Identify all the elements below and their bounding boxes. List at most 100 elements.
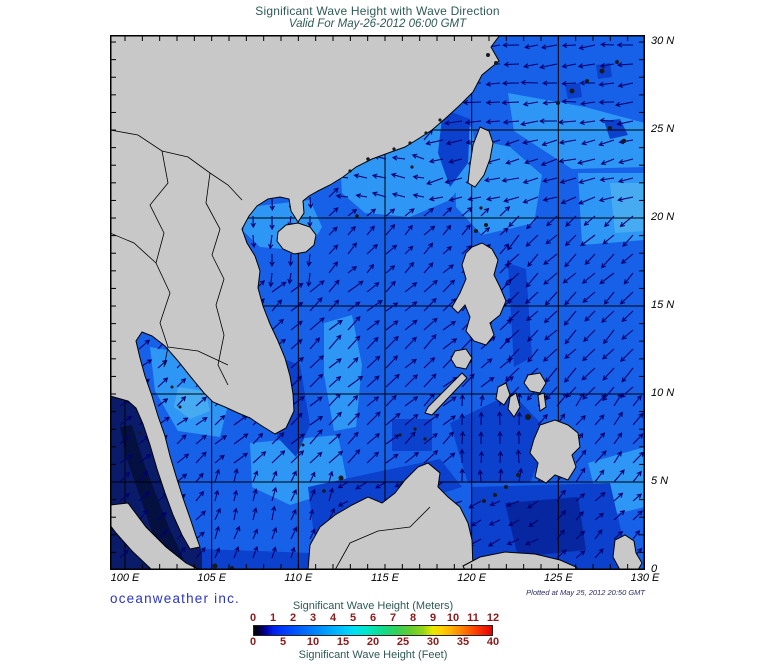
wave-direction-arrow (423, 297, 437, 312)
wave-direction-arrow (371, 191, 387, 198)
wave-direction-arrow (233, 433, 249, 445)
wave-direction-arrow (619, 215, 634, 228)
wave-direction-arrow (543, 272, 558, 285)
wave-direction-arrow (328, 226, 338, 236)
wave-direction-arrow (412, 174, 425, 180)
wave-direction-arrow (271, 281, 287, 293)
wave-direction-arrow (444, 120, 463, 126)
wave-direction-arrow (442, 338, 458, 350)
landmass-negros (507, 392, 521, 418)
wave-direction-arrow (385, 335, 399, 350)
wave-direction-arrow (577, 158, 596, 165)
wave-direction-arrow (448, 196, 463, 202)
wave-direction-arrow (517, 467, 524, 483)
wave-direction-arrow (581, 272, 596, 284)
wave-direction-arrow (478, 411, 484, 426)
wave-direction-arrow (594, 450, 607, 464)
wave-direction-arrow (575, 467, 586, 483)
wave-direction-arrow (528, 519, 539, 528)
feet-tick-5: 5 (279, 636, 287, 648)
wave-direction-arrow (404, 396, 419, 407)
wave-direction-arrow (328, 433, 341, 445)
wave-direction-arrow (565, 215, 577, 227)
wave-direction-arrow (176, 417, 189, 426)
wave-direction-arrow (561, 98, 577, 105)
wave-direction-arrow (503, 61, 520, 68)
wave-direction-arrow (337, 481, 349, 489)
wave-direction-arrow (442, 320, 457, 331)
lon-label-120: 120 E (457, 572, 487, 584)
wave-direction-arrow (290, 375, 303, 388)
wave-direction-arrow (558, 139, 577, 145)
wave-direction-arrow (459, 393, 465, 407)
shade-patch (174, 387, 210, 419)
wave-direction-arrow (578, 177, 596, 185)
wave-map-svg (109, 33, 645, 571)
country-border (334, 506, 431, 571)
wave-direction-arrow (442, 207, 453, 217)
wave-direction-arrow (375, 481, 387, 489)
wave-direction-arrow (522, 196, 539, 204)
wave-direction-arrow (391, 155, 406, 161)
wave-direction-arrow (594, 529, 603, 540)
islet (322, 489, 326, 493)
wave-direction-arrow (558, 158, 577, 164)
wave-direction-arrow (502, 119, 520, 125)
plotted-timestamp: Plotted at May 25, 2012 20:50 GMT (526, 588, 645, 597)
islet (525, 414, 531, 420)
wave-direction-arrow (385, 394, 397, 407)
wave-direction-arrow (335, 193, 349, 199)
wave-direction-arrow (423, 334, 437, 350)
wave-direction-arrow (467, 196, 482, 202)
landmass-panay (495, 382, 511, 406)
wave-direction-arrow (594, 492, 606, 502)
meters-tick-0: 0 (249, 612, 257, 624)
lat-label-5: 5 N (651, 475, 669, 487)
wave-direction-arrow (404, 431, 416, 445)
wave-direction-arrow (366, 263, 375, 274)
wave-direction-arrow (309, 317, 325, 331)
wave-direction-arrow (501, 100, 520, 106)
wave-direction-arrow (459, 467, 465, 483)
wave-direction-arrow (138, 339, 151, 350)
wave-direction-arrow (524, 158, 539, 165)
islet (479, 206, 483, 210)
wave-direction-arrow (390, 172, 406, 179)
wave-direction-arrow (347, 242, 358, 255)
wave-direction-arrow (564, 329, 577, 345)
wave-direction-arrow (501, 177, 520, 183)
islet (494, 61, 498, 65)
wave-direction-arrow (617, 177, 634, 184)
wave-direction-arrow (499, 318, 512, 331)
wave-direction-arrow (575, 493, 586, 502)
wave-direction-arrow (307, 196, 314, 209)
wave-direction-arrow (306, 253, 312, 267)
wave-direction-arrow (622, 234, 634, 247)
wave-direction-arrow (613, 492, 624, 502)
wave-direction-arrow (328, 376, 342, 388)
wave-direction-arrow (583, 215, 596, 226)
wave-direction-arrow (507, 234, 520, 251)
wave-direction-arrow (594, 432, 606, 445)
map-title: Significant Wave Height with Wave Direct… (255, 4, 500, 18)
wave-direction-arrow (520, 79, 539, 86)
landmass-mainland-asia (109, 34, 501, 550)
islet (621, 138, 627, 144)
meters-tick-12: 12 (486, 612, 500, 624)
wave-direction-arrow (423, 279, 438, 293)
wave-direction-arrow (581, 367, 596, 381)
wave-direction-arrow (542, 177, 558, 184)
wave-direction-arrow (464, 119, 482, 125)
wave-direction-arrow (539, 63, 558, 70)
wave-direction-arrow (157, 377, 169, 388)
wave-direction-arrow (497, 450, 503, 464)
islet (392, 147, 396, 151)
country-border (109, 232, 157, 264)
wave-direction-arrow (526, 310, 539, 322)
wave-direction-arrow (619, 291, 634, 305)
wave-height-map (109, 33, 645, 571)
wave-direction-arrow (616, 62, 634, 68)
wave-direction-arrow (252, 432, 264, 445)
wave-direction-arrow (269, 196, 275, 211)
wave-direction-arrow (176, 453, 190, 464)
